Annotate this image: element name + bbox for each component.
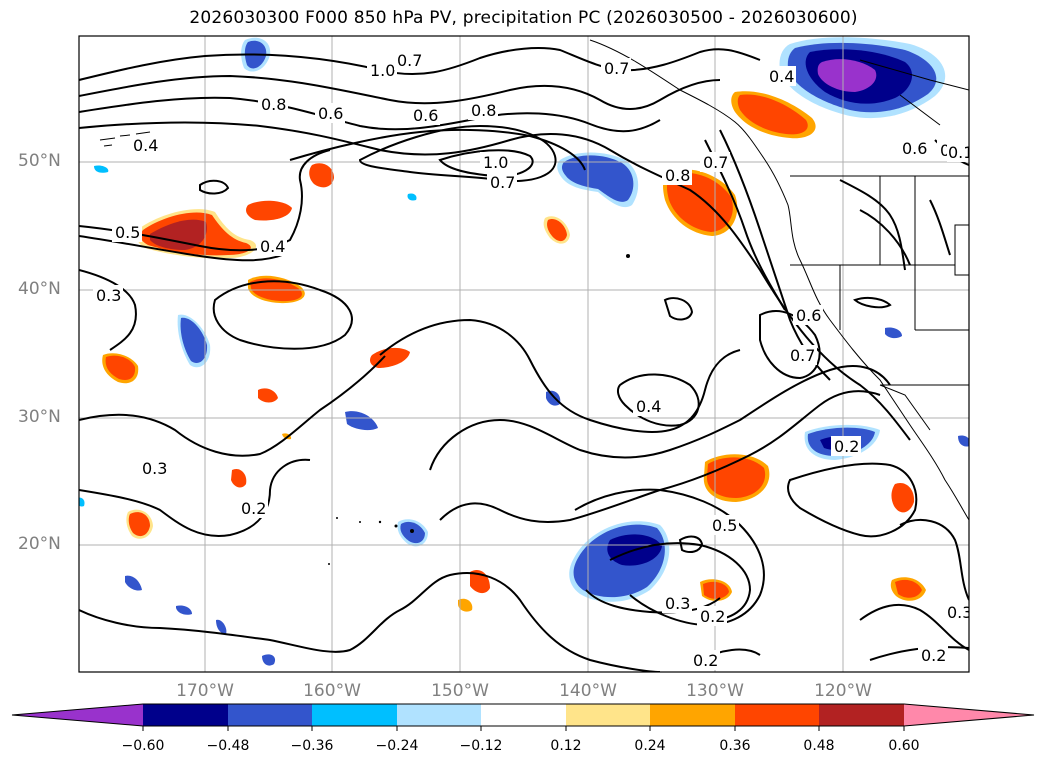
colorbar-tick-label: 0.12 — [550, 738, 582, 754]
colorbar-tick-label: 0.24 — [634, 738, 666, 754]
lat-label-20n: 20°N — [18, 534, 61, 554]
contour-label: 0.6 — [796, 306, 821, 325]
colorbar-tick-label: −0.12 — [459, 738, 503, 754]
colorbar-tick-label: −0.60 — [121, 738, 165, 754]
map-frame — [78, 35, 970, 673]
lat-label-40n: 40°N — [18, 279, 61, 299]
lon-label-130w: 130°W — [686, 681, 744, 701]
colorbar-tick-label: 0.36 — [719, 738, 751, 754]
colorbar-tick-label: 0.60 — [888, 738, 920, 754]
lon-label-120w: 120°W — [814, 681, 872, 701]
colorbar-segment — [566, 704, 650, 726]
colorbar — [11, 703, 1035, 731]
lat-label-30n: 30°N — [18, 407, 61, 427]
map-title: 2026030300 F000 850 hPa PV, precipitatio… — [189, 8, 858, 28]
colorbar-segment — [312, 704, 397, 726]
contour-label: 0.5 — [115, 223, 140, 242]
contour-label: 0.1 — [948, 143, 973, 162]
contour-label: 0.7 — [490, 173, 515, 192]
colorbar-tick-label: −0.24 — [375, 738, 419, 754]
colorbar-segment — [819, 704, 904, 726]
coastlines — [99, 39, 969, 521]
contour-label: 0.8 — [261, 95, 286, 114]
contour-label: 0.2 — [834, 437, 859, 456]
contour-label: 0.8 — [665, 166, 690, 185]
contour-label: 0.3 — [142, 459, 167, 478]
colorbar-extend-right — [904, 704, 1034, 726]
colorbar-tick-label: −0.36 — [290, 738, 334, 754]
contour-label: 0.2 — [241, 499, 266, 518]
contour-label: 0.3 — [665, 594, 690, 613]
contour-label: 0.3 — [96, 286, 121, 305]
contour-label: 1.0 — [370, 61, 395, 80]
colorbar-segment — [397, 704, 481, 726]
contour-label: 0.5 — [712, 516, 737, 535]
contour-label: 0.6 — [413, 106, 438, 125]
contour-label: 0.3 — [947, 603, 972, 622]
lat-label-50n: 50°N — [18, 151, 61, 171]
contour-label: 0.7 — [604, 59, 629, 78]
contour-label: 0.4 — [133, 136, 158, 155]
contour-label: 1.0 — [483, 153, 508, 172]
contour-label: 0.6 — [902, 139, 927, 158]
colorbar-segment — [481, 704, 566, 726]
contour-label: 0.6 — [318, 104, 343, 123]
graticule — [79, 36, 969, 672]
lon-label-150w: 150°W — [431, 681, 489, 701]
colorbar-segment — [650, 704, 735, 726]
islands — [328, 254, 630, 565]
precip-shading — [79, 37, 969, 666]
contour-label: 0.7 — [397, 51, 422, 70]
lon-label-160w: 160°W — [303, 681, 361, 701]
contour-label: 0.2 — [700, 607, 725, 626]
contour-label: 0.7 — [703, 153, 728, 172]
lon-label-170w: 170°W — [176, 681, 234, 701]
contour-label: 0.8 — [471, 101, 496, 120]
colorbar-extend-left — [12, 704, 143, 726]
lon-label-140w: 140°W — [559, 681, 617, 701]
contour-label: 0.7 — [790, 346, 815, 365]
pv-contours — [79, 47, 969, 672]
contour-label: 0.4 — [636, 397, 661, 416]
contour-label: 0.4 — [769, 67, 794, 86]
colorbar-segment — [228, 704, 312, 726]
contour-label: 0.4 — [260, 237, 285, 256]
colorbar-tick-label: −0.48 — [206, 738, 250, 754]
colorbar-segment — [735, 704, 819, 726]
contour-label-group: 0.7 1.0 0.7 0.8 0.6 0.4 0.4 0.6 0.8 1.0 … — [93, 50, 973, 670]
contour-label: 0.2 — [693, 651, 718, 670]
colorbar-tick-label: 0.48 — [803, 738, 835, 754]
colorbar-segment — [143, 704, 228, 726]
contour-label: 0.2 — [921, 646, 946, 665]
